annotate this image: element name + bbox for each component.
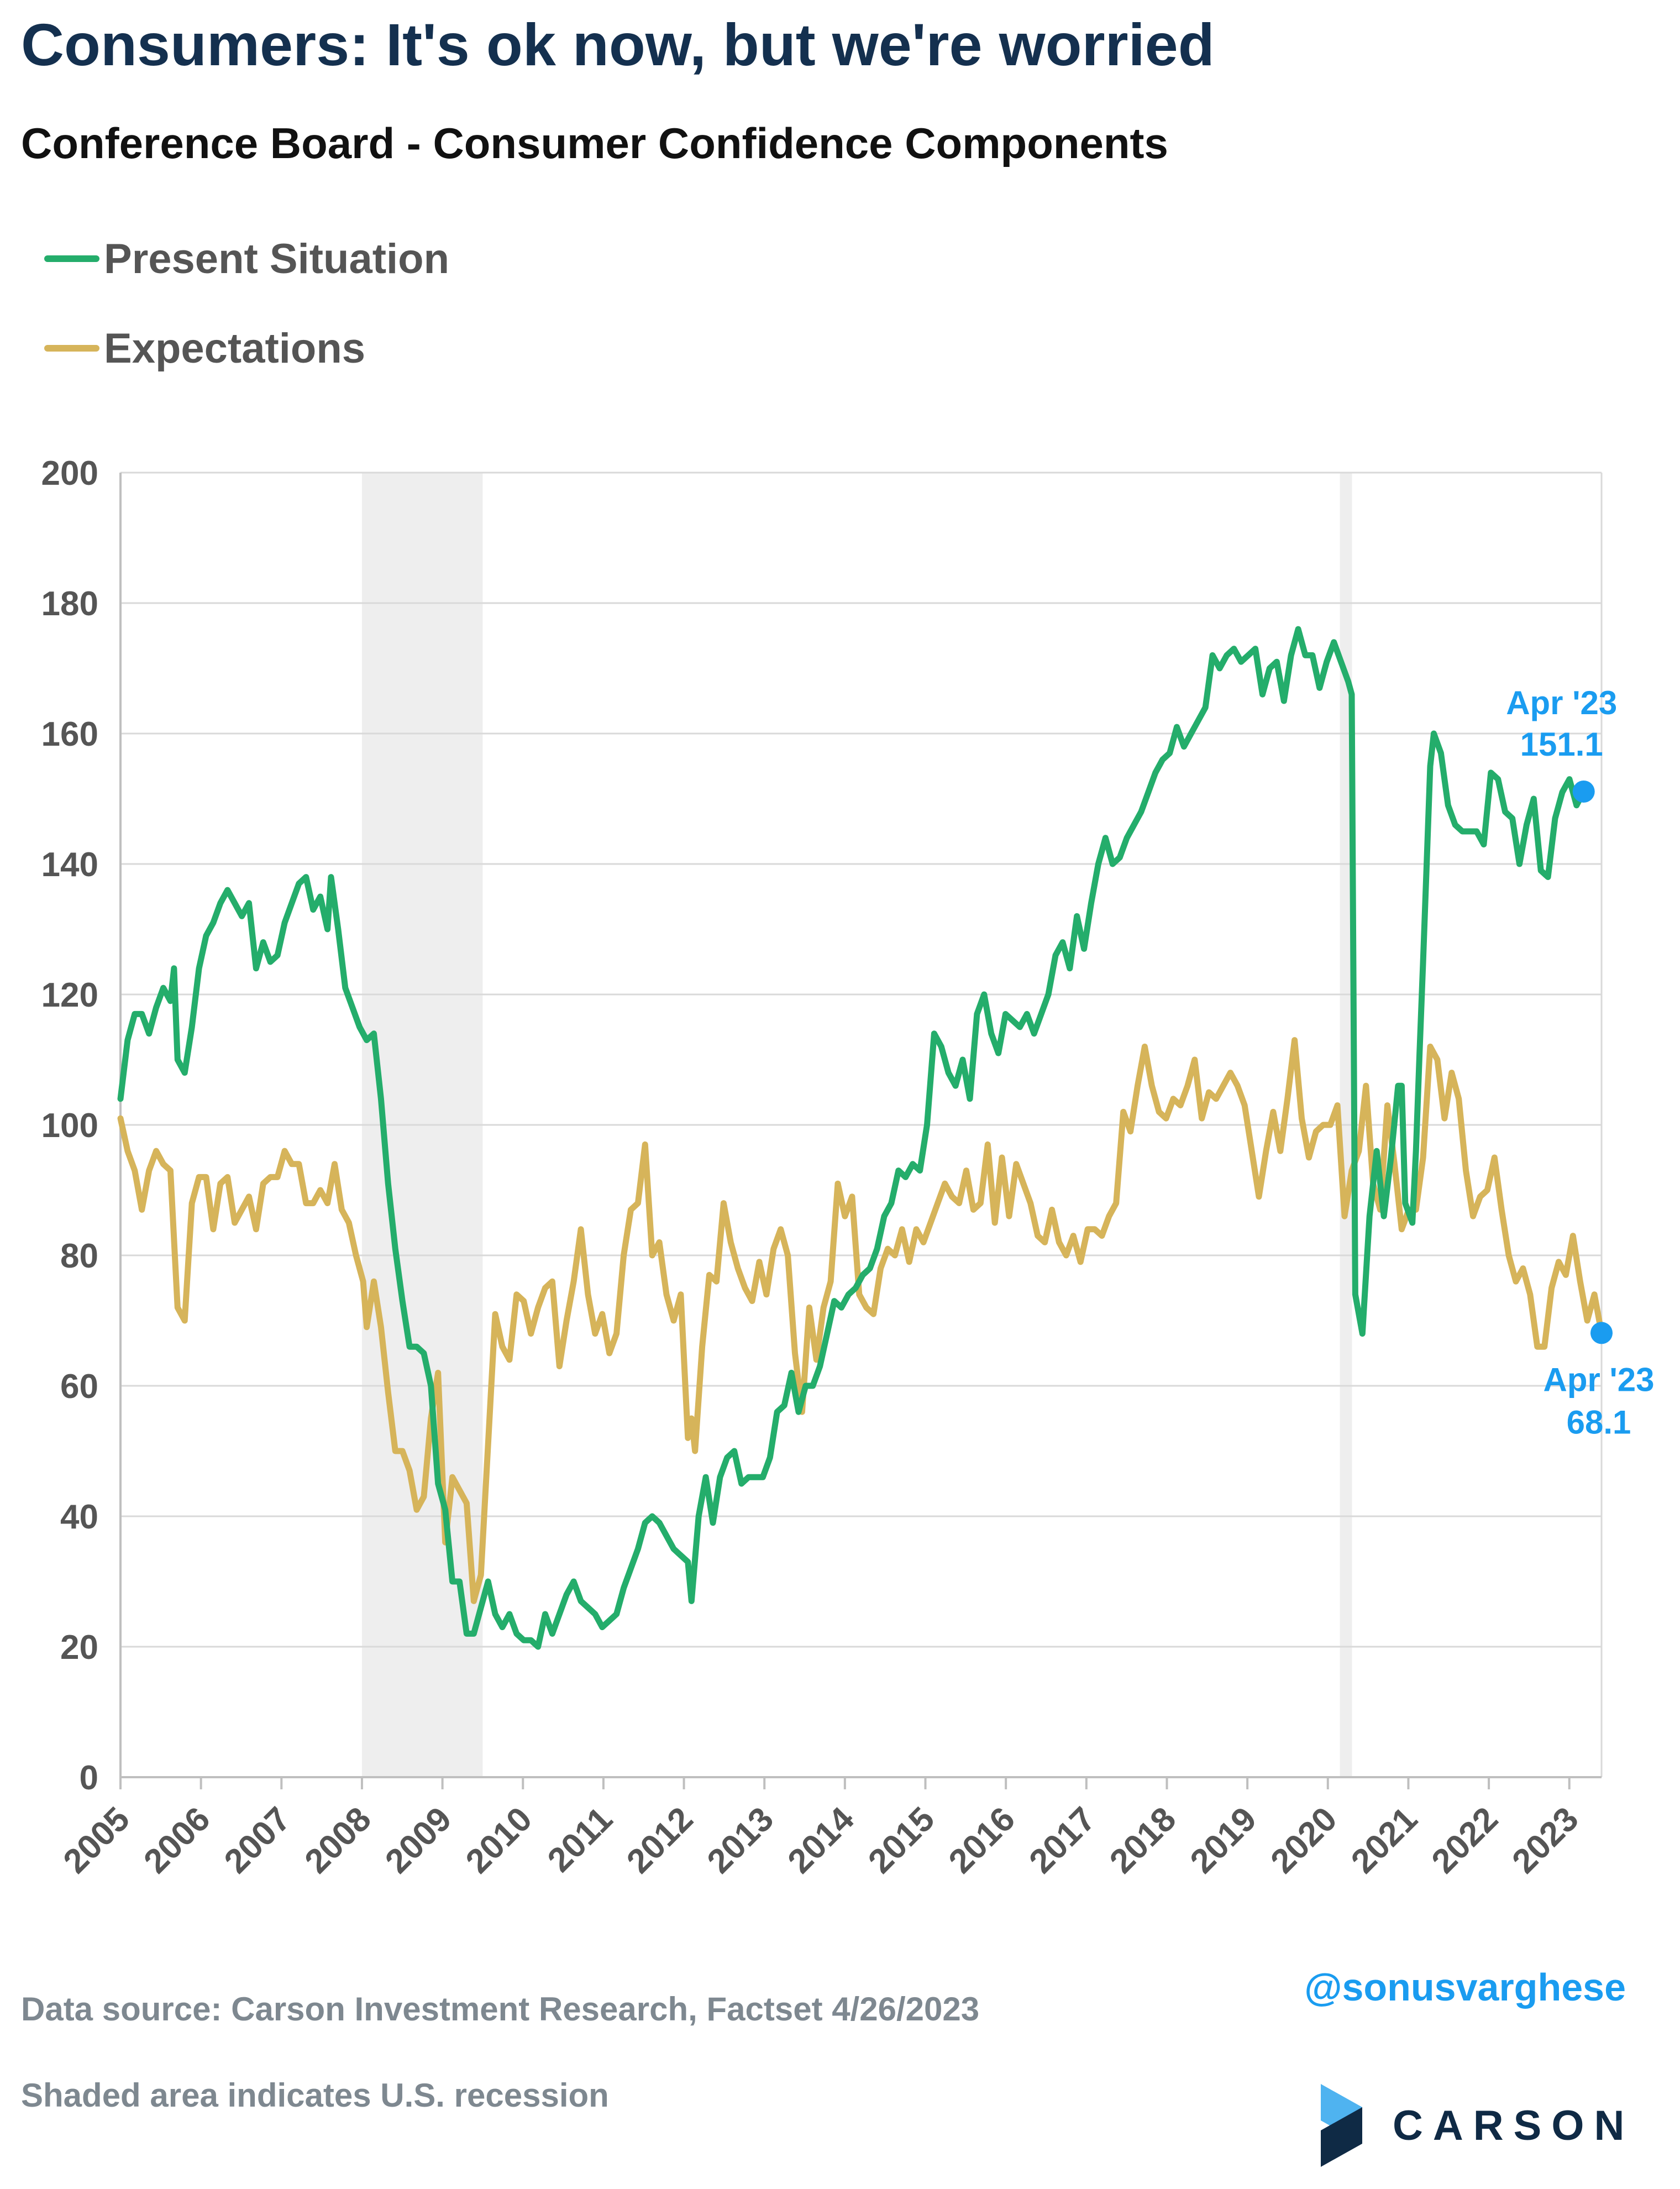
annotation-present-date: Apr '23 (1506, 684, 1617, 721)
author-handle[interactable]: @sonusvarghese (1304, 1966, 1626, 2009)
y-tick-label-160: 160 (41, 715, 98, 753)
x-tick-label-2015: 2015 (861, 1800, 942, 1881)
series-line-present-situation (117, 626, 1587, 1650)
legend-label-expectations: Expectations (104, 324, 366, 372)
annotation-expectations-date: Apr '23 (1543, 1361, 1654, 1398)
chart-title: Consumers: It's ok now, but we're worrie… (21, 11, 1215, 78)
x-tick-label-2016: 2016 (942, 1800, 1022, 1881)
y-tick-label-40: 40 (60, 1498, 98, 1536)
annotation-present-value: 151.1 (1520, 726, 1603, 763)
x-tick-label-2017: 2017 (1022, 1800, 1102, 1881)
x-tick-label-2005: 2005 (56, 1800, 137, 1881)
legend-swatch-expectations (44, 345, 99, 352)
x-tick-label-2012: 2012 (620, 1800, 700, 1881)
chart-subtitle: Conference Board - Consumer Confidence C… (21, 119, 1168, 167)
endpoint-marker-expectations (1590, 1322, 1613, 1344)
x-tick-label-2014: 2014 (780, 1800, 862, 1881)
legend-label-present: Present Situation (104, 235, 449, 282)
y-tick-label-0: 0 (80, 1759, 98, 1797)
x-tick-label-2020: 2020 (1263, 1800, 1344, 1881)
carson-logo-icon (1321, 2084, 1362, 2167)
y-tick-label-20: 20 (60, 1628, 98, 1667)
carson-brand: CARSON (1321, 2084, 1634, 2167)
annotation-expectations-value: 68.1 (1567, 1404, 1631, 1441)
x-tick-label-2021: 2021 (1344, 1800, 1425, 1881)
y-tick-label-100: 100 (41, 1107, 98, 1145)
x-tick-label-2009: 2009 (378, 1800, 459, 1881)
x-tick-label-2006: 2006 (136, 1800, 217, 1881)
x-tick-label-2013: 2013 (700, 1800, 781, 1881)
recession-note: Shaded area indicates U.S. recession (21, 2077, 609, 2114)
legend-item-expectations: Expectations (44, 321, 365, 376)
data-source-note: Data source: Carson Investment Research,… (21, 1991, 980, 2028)
x-tick-label-2019: 2019 (1183, 1800, 1264, 1881)
legend-swatch-present (44, 255, 99, 262)
y-tick-label-180: 180 (41, 585, 98, 623)
y-tick-label-120: 120 (41, 976, 98, 1014)
x-tick-label-2010: 2010 (459, 1800, 539, 1881)
endpoint-marker-present (1572, 781, 1595, 803)
carson-wordmark: CARSON (1393, 2102, 1635, 2149)
x-tick-label-2007: 2007 (217, 1800, 298, 1881)
y-tick-label-200: 200 (41, 454, 98, 493)
y-tick-label-140: 140 (41, 846, 98, 884)
x-tick-label-2022: 2022 (1425, 1800, 1505, 1881)
x-tick-label-2011: 2011 (540, 1800, 620, 1879)
legend-item-present: Present Situation (44, 231, 449, 286)
y-tick-label-80: 80 (60, 1237, 98, 1275)
x-tick-label-2008: 2008 (298, 1800, 379, 1881)
y-tick-label-60: 60 (60, 1368, 98, 1406)
x-tick-label-2023: 2023 (1505, 1800, 1586, 1881)
x-tick-label-2018: 2018 (1102, 1800, 1183, 1881)
